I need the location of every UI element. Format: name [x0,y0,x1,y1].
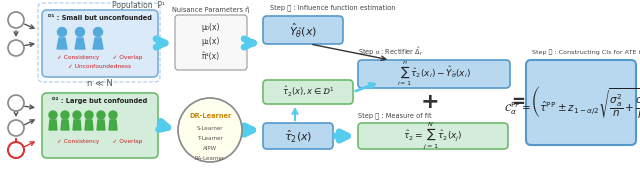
Text: μ₁(x): μ₁(x) [202,37,220,46]
Text: =: = [511,93,525,111]
Circle shape [178,98,242,162]
FancyBboxPatch shape [42,10,158,77]
Text: Step Ⓓ : Constructing CIs for ATE in  P¹: Step Ⓓ : Constructing CIs for ATE in P¹ [532,49,640,55]
Circle shape [97,111,105,119]
Text: U: U [13,146,19,155]
Polygon shape [85,120,93,130]
Text: ᴰ² : Large but confounded: ᴰ² : Large but confounded [52,98,148,105]
Circle shape [8,142,24,158]
Circle shape [76,27,84,36]
Polygon shape [109,120,117,130]
Text: +: + [420,92,439,112]
Circle shape [8,120,24,136]
FancyBboxPatch shape [358,60,510,88]
Circle shape [58,27,67,36]
Circle shape [8,95,24,111]
Text: Nuisance Parameters η̂: Nuisance Parameters η̂ [172,7,250,13]
FancyBboxPatch shape [358,123,508,149]
Polygon shape [75,38,85,49]
Text: $\sum_{i=1}^{n} \hat{\tau}_2(x_i) - \hat{Y}_{\hat{\theta}}(x_i)$: $\sum_{i=1}^{n} \hat{\tau}_2(x_i) - \hat… [397,60,471,88]
Polygon shape [97,120,105,130]
FancyBboxPatch shape [175,15,247,70]
Polygon shape [49,120,57,130]
Text: ᴰ¹ : Small but unconfounded: ᴰ¹ : Small but unconfounded [48,15,152,21]
Text: S-Learner: S-Learner [196,126,223,130]
FancyBboxPatch shape [263,16,343,44]
Text: π̂¹(x): π̂¹(x) [202,52,220,61]
Text: $\hat{\tau}_2(x), x \in \mathcal{D}^1$: $\hat{\tau}_2(x), x \in \mathcal{D}^1$ [282,85,334,99]
Text: Step Ⓐ : Measure of fit: Step Ⓐ : Measure of fit [358,113,431,119]
Text: n ≪ N: n ≪ N [87,80,113,89]
Text: $\mathcal{C}_\alpha^{\mathrm{PP}} = \left(\hat{\tau}^{\mathrm{PP}} \pm z_{1-\alp: $\mathcal{C}_\alpha^{\mathrm{PP}} = \lef… [504,84,640,121]
Text: X: X [13,99,19,108]
Text: $\hat{\tau}_2(x)$: $\hat{\tau}_2(x)$ [284,128,312,144]
FancyBboxPatch shape [526,60,636,145]
Circle shape [93,27,102,36]
Text: Population  P¹: Population P¹ [112,2,165,11]
FancyBboxPatch shape [263,123,333,149]
Text: AIPW: AIPW [203,146,217,151]
Text: Step Ⓒ : Rectifier $\hat{\Delta}_r$: Step Ⓒ : Rectifier $\hat{\Delta}_r$ [358,46,424,58]
Text: T-Learner: T-Learner [197,136,223,140]
Text: RA-Learner: RA-Learner [195,155,225,161]
Polygon shape [73,120,81,130]
Text: Step Ⓑ : Influence function estimation: Step Ⓑ : Influence function estimation [270,5,396,11]
Circle shape [85,111,93,119]
Circle shape [73,111,81,119]
Text: $\hat{Y}_{\hat{\theta}}(x)$: $\hat{Y}_{\hat{\theta}}(x)$ [289,21,317,39]
Circle shape [61,111,69,119]
Circle shape [8,40,24,56]
Text: ✓ Unconfoundedness: ✓ Unconfoundedness [68,64,132,70]
Circle shape [109,111,117,119]
Text: μ₀(x): μ₀(x) [202,24,220,33]
Text: ✓ Consistency       ✓ Overlap: ✓ Consistency ✓ Overlap [57,55,143,59]
Text: A: A [13,124,19,133]
Text: DR-Learner: DR-Learner [189,113,231,119]
Text: X: X [13,15,19,24]
Polygon shape [61,120,69,130]
Polygon shape [57,38,67,49]
Text: ✓ Consistency       ✓ Overlap: ✓ Consistency ✓ Overlap [57,139,143,143]
Text: $\hat{\tau}_2 = \sum_{j=1}^{N} \hat{\tau}_2(x_j)$: $\hat{\tau}_2 = \sum_{j=1}^{N} \hat{\tau… [403,121,463,151]
FancyBboxPatch shape [42,93,158,158]
FancyBboxPatch shape [263,80,353,104]
Circle shape [49,111,57,119]
Text: A: A [13,43,19,52]
Circle shape [8,12,24,28]
Polygon shape [93,38,103,49]
